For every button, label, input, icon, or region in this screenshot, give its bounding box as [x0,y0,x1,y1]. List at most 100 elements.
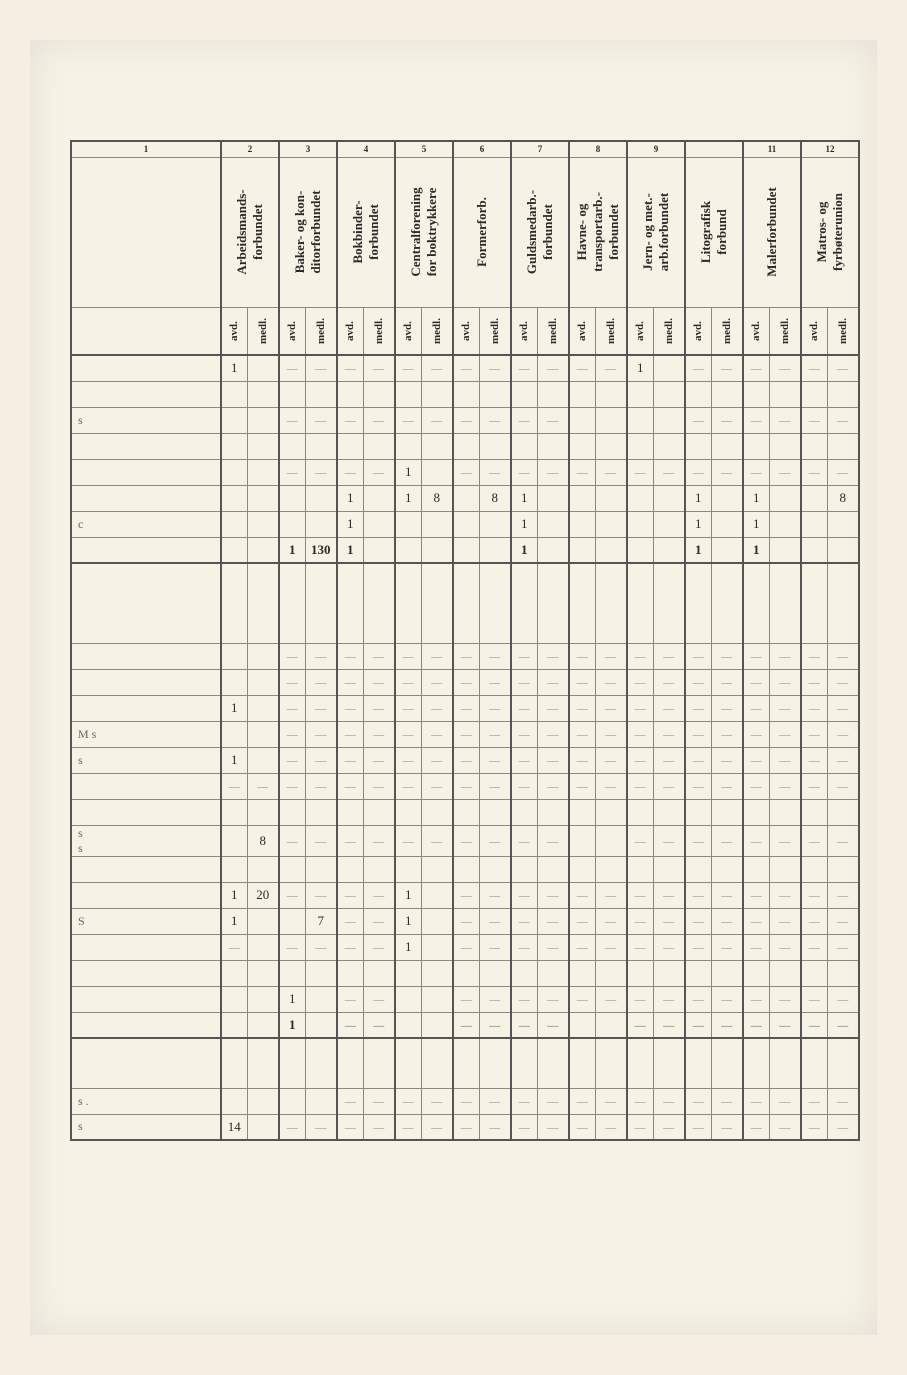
data-cell [221,485,247,511]
data-cell [421,986,453,1012]
data-cell [279,747,305,773]
data-cell: 1 [627,355,653,381]
data-cell [395,643,421,669]
data-cell [395,721,421,747]
data-cell [711,433,743,459]
data-cell [801,485,827,511]
data-cell [421,407,453,433]
data-cell [711,908,743,934]
data-cell [305,934,337,960]
data-cell [479,459,511,485]
data-cell [595,721,627,747]
data-cell [627,960,653,986]
data-cell [653,721,685,747]
data-cell [801,747,827,773]
data-cell [247,459,279,485]
data-cell [279,882,305,908]
data-cell [279,433,305,459]
data-cell [511,643,537,669]
data-cell [511,960,537,986]
data-cell [479,1088,511,1114]
gap-cell [595,1038,627,1088]
data-cell [653,381,685,407]
data-cell [537,695,569,721]
data-cell [337,381,363,407]
data-cell [279,934,305,960]
row-label [71,856,221,882]
data-cell [537,1088,569,1114]
data-cell [827,960,859,986]
data-cell [801,799,827,825]
data-cell [569,934,595,960]
data-cell [337,355,363,381]
data-cell [743,773,769,799]
group-label: Havne- ogtransportarb.-forbundet [574,192,622,272]
data-cell [595,908,627,934]
data-cell [595,485,627,511]
data-cell [337,773,363,799]
data-cell [479,355,511,381]
data-cell [685,856,711,882]
data-cell [653,511,685,537]
data-cell [305,433,337,459]
data-cell [685,934,711,960]
data-cell [247,485,279,511]
data-cell [769,747,801,773]
data-cell [511,1088,537,1114]
data-cell [685,960,711,986]
data-cell [595,511,627,537]
data-cell [511,856,537,882]
data-cell [653,799,685,825]
data-cell [827,721,859,747]
data-cell: 1 [337,485,363,511]
data-cell [421,669,453,695]
data-cell [537,433,569,459]
data-cell [711,1088,743,1114]
sub-medl: medl. [769,307,801,355]
data-cell [279,381,305,407]
data-cell: 14 [221,1114,247,1140]
data-cell [711,1114,743,1140]
data-cell [569,721,595,747]
data-cell [221,825,247,856]
data-cell [537,669,569,695]
data-cell [769,882,801,908]
data-cell [595,986,627,1012]
data-cell [363,381,395,407]
data-cell [627,511,653,537]
data-cell [305,747,337,773]
data-cell [511,773,537,799]
data-cell: 1 [685,537,711,563]
data-cell [221,934,247,960]
data-cell [421,856,453,882]
sub-avd: avd. [627,307,653,355]
data-cell [537,882,569,908]
gap-cell [337,563,363,643]
data-cell [627,643,653,669]
gap-cell [537,1038,569,1088]
data-cell [305,882,337,908]
gap-cell [653,1038,685,1088]
data-cell [395,1088,421,1114]
data-cell [479,882,511,908]
data-cell: 1 [395,882,421,908]
data-cell [395,799,421,825]
row-label: s [71,407,221,433]
data-cell [279,721,305,747]
data-cell [363,407,395,433]
data-cell [363,882,395,908]
data-cell [653,669,685,695]
data-cell [453,856,479,882]
data-cell [685,695,711,721]
data-cell [453,1114,479,1140]
data-cell [421,381,453,407]
data-cell [537,355,569,381]
colnum-12: 12 [801,141,859,157]
sub-medl: medl. [421,307,453,355]
data-cell [337,721,363,747]
data-cell [395,747,421,773]
data-cell [479,1012,511,1038]
data-cell [711,643,743,669]
data-cell [395,856,421,882]
data-cell [279,960,305,986]
